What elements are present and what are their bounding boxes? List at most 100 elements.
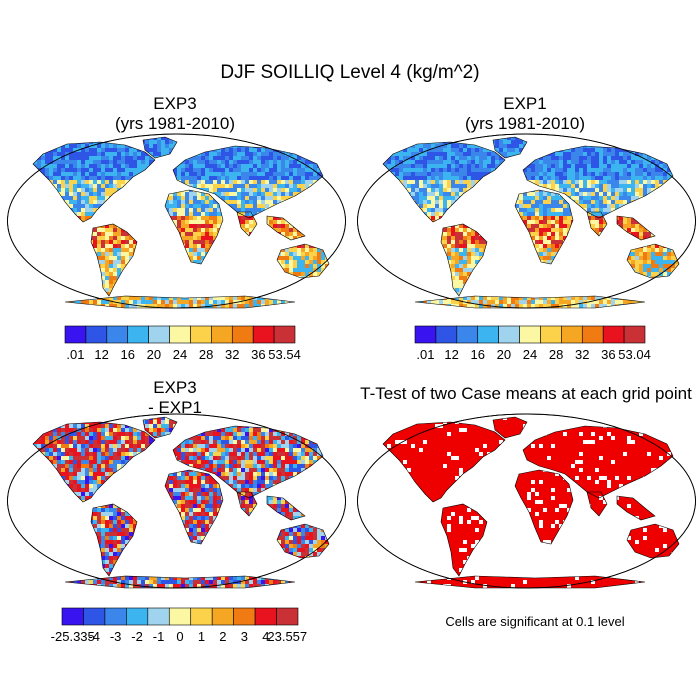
colorbar-swatch (435, 325, 458, 344)
colorbar-label: -3 (110, 629, 122, 644)
colorbar-label: 53.04 (618, 347, 651, 362)
continent-africa (164, 189, 224, 265)
colorbar-swatch (233, 607, 256, 626)
colorbar-label: 53.54 (268, 347, 301, 362)
colorbar-swatch (147, 607, 170, 626)
map-ttest (357, 413, 696, 589)
colorbar-label: 20 (147, 347, 161, 362)
colorbar-swatch (168, 607, 192, 626)
continent-se-asia (616, 495, 656, 521)
panel-title-exp1: EXP1 (yrs 1981-2010) (464, 94, 585, 133)
colorbar-label: 28 (549, 347, 563, 362)
continent-india (236, 491, 258, 517)
colorbar-swatch (211, 607, 234, 626)
continent-north-america (32, 421, 156, 503)
colorbar-label: 16 (470, 347, 484, 362)
continent-india (236, 211, 258, 237)
continent-se-asia (266, 495, 306, 521)
panel-title-ttest: T-Test of two Case means at each grid po… (360, 384, 692, 403)
colorbar-label: 20 (497, 347, 511, 362)
colorbar-swatch (276, 607, 299, 626)
continent-se-asia (266, 215, 306, 241)
colorbar-swatch (190, 325, 212, 344)
continent-greenland (492, 416, 528, 439)
colorbar-label: 16 (120, 347, 134, 362)
colorbar-exp1: .01 12 16 20 24 28 32 36 53.04 (414, 325, 651, 362)
continent-south-america (440, 223, 488, 297)
colorbar-swatch (561, 325, 583, 344)
continent-greenland (142, 416, 178, 439)
map-diff (7, 413, 346, 589)
significance-note: Cells are significant at 0.1 level (445, 614, 625, 629)
colorbar-swatch (61, 607, 84, 626)
colorbar-swatch (148, 325, 170, 344)
colorbar-label: 32 (225, 347, 239, 362)
colorbar-swatch (581, 325, 604, 344)
colorbar-swatch (190, 607, 213, 626)
colorbar-label: 12 (94, 347, 108, 362)
colorbar-swatch (456, 325, 479, 344)
colorbar-swatch (602, 325, 625, 344)
continent-india (586, 211, 608, 237)
colorbar-label: -25.335 (51, 629, 95, 644)
continent-antarctica (414, 575, 646, 589)
colorbar-swatch (414, 325, 437, 344)
colorbar-label: 36 (601, 347, 615, 362)
colorbar-label: -4 (88, 629, 100, 644)
continent-europe-asia (522, 425, 674, 499)
coastlines (382, 416, 680, 589)
continent-greenland (142, 136, 178, 159)
colorbar-swatch (211, 325, 233, 344)
colorbar-swatch (83, 607, 106, 626)
continent-europe-asia (522, 145, 674, 219)
colorbar-label: 23.557 (267, 629, 307, 644)
continent-australia (276, 243, 330, 279)
colorbar-label: 28 (199, 347, 213, 362)
colorbar-exp3: .01 12 16 20 24 28 32 36 53.54 (64, 325, 301, 362)
continent-antarctica (64, 295, 296, 309)
continent-greenland (492, 136, 528, 159)
continent-north-america (382, 421, 506, 503)
colorbar-swatch (540, 325, 562, 344)
continent-india (586, 491, 608, 517)
colorbar-swatch (127, 325, 149, 344)
colorbar-label: 4 (262, 629, 269, 644)
colorbar-label: 3 (241, 629, 248, 644)
panel-title-exp3: EXP3 (yrs 1981-2010) (114, 94, 235, 133)
coastlines (32, 136, 330, 309)
colorbar-swatch (231, 325, 254, 344)
colorbar-swatch (252, 325, 275, 344)
continent-africa (514, 189, 574, 265)
colorbar-label: 1 (198, 629, 205, 644)
colorbar-label: 36 (251, 347, 265, 362)
continent-south-america (440, 503, 488, 577)
continent-south-america (90, 503, 138, 577)
continent-south-america (90, 223, 138, 297)
colorbar-diff: -25.335-4 -3 -2 -1 0 1 2 3 423.557 (51, 607, 307, 644)
continent-europe-asia (172, 145, 324, 219)
colorbar-label: 24 (523, 347, 537, 362)
colorbar-swatch (623, 325, 646, 344)
continent-europe-asia (172, 425, 324, 499)
colorbar-swatch (64, 325, 87, 344)
map-exp1 (357, 133, 696, 309)
continent-australia (626, 243, 680, 279)
colorbar-swatch (104, 607, 127, 626)
continent-antarctica (64, 575, 296, 589)
continent-australia (626, 523, 680, 559)
continent-north-america (382, 141, 506, 223)
continent-africa (164, 469, 224, 545)
colorbar-swatch (169, 325, 191, 344)
colorbar-swatch (498, 325, 520, 344)
colorbar-swatch (477, 325, 499, 344)
colorbar-label: 24 (173, 347, 187, 362)
colorbar-swatch (519, 325, 541, 344)
colorbar-label: -2 (131, 629, 143, 644)
colorbar-label: .01 (66, 347, 84, 362)
continent-antarctica (414, 295, 646, 309)
colorbar-label: 0 (176, 629, 183, 644)
panel-title-diff: EXP3 - EXP1 (148, 378, 202, 417)
continent-australia (276, 523, 330, 559)
continent-north-america (32, 141, 156, 223)
continent-se-asia (616, 215, 656, 241)
